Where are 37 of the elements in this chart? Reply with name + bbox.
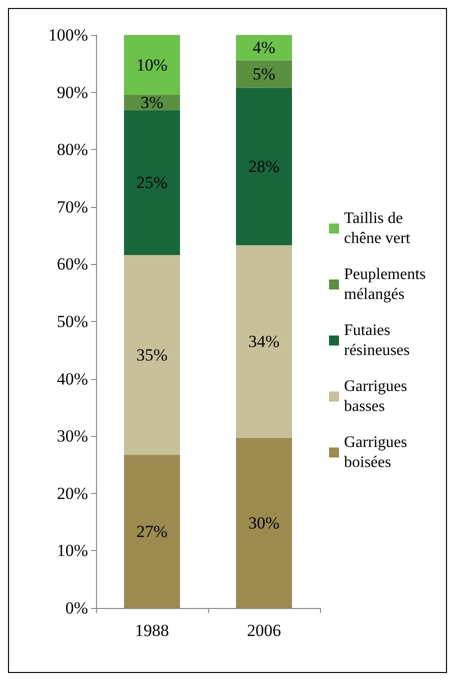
- bar: [236, 438, 292, 608]
- bar: [124, 35, 180, 95]
- legend-label: Taillis de chêne vert: [344, 210, 411, 247]
- data-label: 28%: [248, 157, 280, 176]
- y-tick-label: 90%: [56, 82, 88, 102]
- legend-label: Garrigues boisées: [344, 434, 412, 471]
- data-label: 10%: [136, 55, 168, 74]
- data-label: 5%: [252, 64, 276, 84]
- bar: [236, 60, 292, 88]
- bar: [236, 245, 292, 438]
- legend-label: Peuplements mélangés: [344, 266, 430, 303]
- data-label: 35%: [136, 346, 168, 365]
- y-tick-label: 80%: [56, 140, 88, 160]
- data-label: 34%: [248, 332, 280, 352]
- y-tick-label: 50%: [56, 312, 88, 331]
- bar: [124, 455, 180, 608]
- bar: [236, 35, 292, 60]
- y-tick-label: 10%: [56, 541, 88, 560]
- y-tick-label: 70%: [56, 197, 88, 216]
- data-label: 25%: [136, 173, 168, 192]
- legend-label: Futaies résineuses: [344, 322, 410, 359]
- x-tick-label: 2006: [247, 621, 281, 640]
- y-tick-label: 100%: [48, 26, 88, 44]
- data-label: 27%: [136, 522, 168, 542]
- data-label: 3%: [140, 92, 164, 112]
- bar: [124, 255, 180, 456]
- y-tick-label: 20%: [56, 484, 88, 503]
- bar: [236, 88, 292, 246]
- data-label: 4%: [252, 38, 276, 58]
- legend-label: Garrigues basses: [344, 378, 412, 415]
- y-tick-label: 0%: [65, 598, 88, 618]
- bar: [124, 110, 180, 256]
- x-tick-label: 1988: [135, 621, 169, 640]
- y-tick-label: 40%: [56, 369, 88, 388]
- y-tick-label: 30%: [56, 426, 88, 446]
- data-label: 30%: [248, 513, 280, 532]
- y-tick-label: 60%: [56, 254, 88, 274]
